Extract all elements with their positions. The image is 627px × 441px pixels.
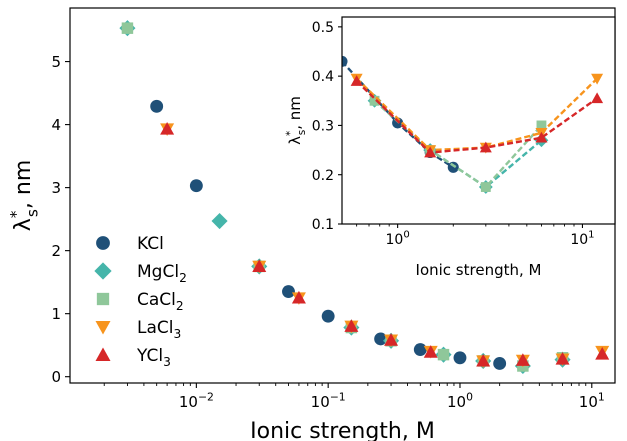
data-point [350, 75, 363, 86]
x-tick-label: 10−1 [311, 390, 346, 411]
legend-item: KCl [96, 234, 164, 254]
x-tick-label: 101 [570, 230, 594, 248]
legend-label: KCl [137, 234, 164, 254]
legend-item: LaCl3 [95, 318, 181, 341]
legend-marker [95, 321, 111, 335]
data-point [476, 353, 491, 367]
y-tick-label: 1 [51, 305, 61, 323]
data-point [437, 348, 450, 361]
data-point [189, 179, 203, 193]
legend-label: LaCl3 [137, 318, 181, 341]
data-point [321, 309, 335, 323]
plot-area [342, 55, 604, 194]
y-axis-label: λ*s, nm [7, 160, 42, 232]
data-point [344, 319, 359, 332]
legend-label: CaCl2 [137, 290, 184, 313]
legend-marker [96, 292, 110, 306]
data-point [211, 212, 228, 230]
data-point [413, 343, 427, 357]
y-tick-label: 4 [51, 116, 61, 134]
plot-background [342, 17, 615, 224]
axes-frame [341, 16, 616, 225]
y-tick-label: 0.4 [312, 69, 334, 85]
x-axis-label: Ionic strength, M [416, 261, 542, 279]
data-point [595, 347, 610, 360]
y-tick-label: 0.5 [312, 20, 334, 36]
x-tick-label: 10−2 [179, 390, 214, 411]
data-point [453, 351, 467, 365]
legend-label: MgCl2 [137, 262, 187, 285]
x-axis-label: Ionic strength, M [250, 419, 435, 441]
x-tick-label: 100 [447, 390, 473, 411]
data-point [160, 122, 175, 135]
data-point [479, 141, 492, 153]
data-point [121, 22, 134, 34]
y-tick-label: 0.2 [312, 168, 334, 184]
x-tick-label: 101 [579, 390, 605, 411]
y-tick-label: 2 [51, 242, 61, 260]
series-ycl3 [350, 75, 604, 158]
data-point [480, 182, 491, 192]
data-point [447, 161, 459, 173]
legend: KCl MgCl2 CaCl2 LaCl3 YCl3 [94, 234, 187, 369]
data-point [282, 285, 295, 299]
y-tick-label: 0.1 [312, 217, 334, 233]
data-point [423, 345, 438, 358]
legend-label: YCl3 [136, 346, 171, 369]
legend-marker [96, 236, 110, 250]
legend-marker [95, 347, 111, 361]
data-point [291, 290, 306, 304]
data-point [535, 131, 548, 143]
y-tick-label: 3 [51, 179, 61, 197]
legend-item: CaCl2 [96, 290, 184, 313]
data-point [555, 352, 570, 365]
data-point [369, 95, 380, 106]
data-point [515, 353, 530, 366]
data-point [150, 99, 164, 113]
data-point [342, 55, 348, 67]
series-kcl [150, 99, 507, 370]
data-point [252, 259, 267, 273]
legend-marker [94, 262, 112, 280]
inset-chart: 100 101 0.1 0.2 0.3 0.4 0.5 Ionic strength, M λ*… [285, 16, 616, 279]
y-tick-label: 0 [51, 368, 61, 386]
plot-area [119, 20, 610, 375]
legend-item: MgCl2 [94, 262, 187, 285]
y-tick-label: 5 [51, 53, 61, 71]
y-axis-label: λ*s, nm [285, 96, 308, 145]
x-tick-label: 100 [386, 230, 410, 248]
data-point [374, 332, 388, 346]
data-point [493, 357, 507, 370]
data-point [536, 120, 547, 131]
data-point [384, 333, 399, 346]
legend-item: YCl3 [95, 346, 171, 369]
data-point [591, 92, 604, 104]
y-tick-label: 0.3 [312, 118, 334, 134]
series-ycl3 [160, 122, 610, 367]
data-point [424, 146, 437, 158]
data-point [591, 73, 604, 85]
